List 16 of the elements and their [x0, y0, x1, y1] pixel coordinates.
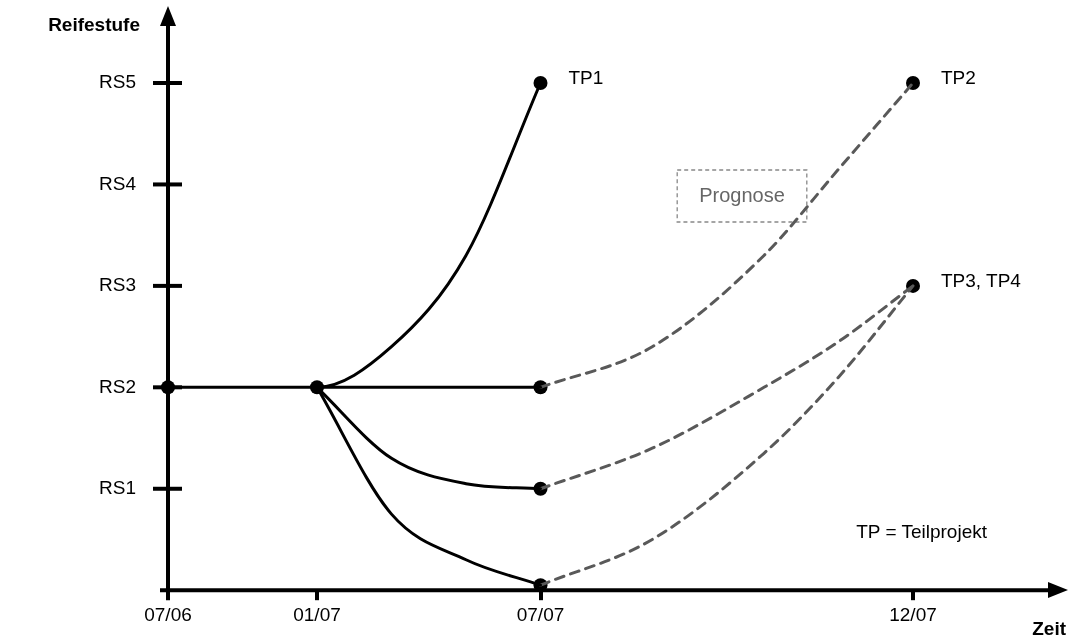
- text: RS1: [99, 477, 136, 498]
- series-label: TP2: [941, 67, 976, 89]
- series-label: TP1: [568, 67, 604, 89]
- x-tick-label: 07/06: [144, 603, 192, 625]
- series-label: TP3, TP4: [941, 270, 1022, 292]
- x-tick-label: 01/07: [293, 603, 341, 625]
- text: RS3: [99, 274, 136, 296]
- text: RS4: [99, 172, 137, 194]
- x-tick-label: 07/07: [516, 603, 565, 625]
- y-axis-title: Reifestufe: [48, 14, 140, 36]
- text: RS5: [99, 71, 136, 93]
- x-tick-label: 12/07: [889, 603, 937, 625]
- annotation: TP = Teilprojekt: [856, 521, 988, 543]
- annotation: Prognose: [699, 183, 785, 206]
- x-axis-title: Zeit: [1032, 618, 1067, 639]
- text: RS2: [99, 375, 136, 397]
